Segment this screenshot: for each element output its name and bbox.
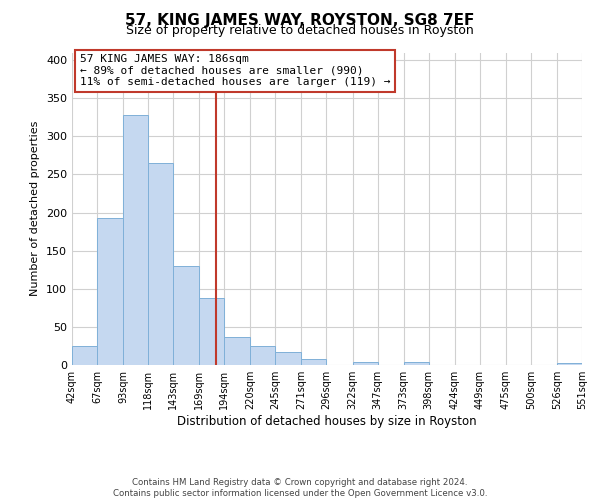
Bar	[250, 346, 275, 365]
Bar	[72, 346, 97, 365]
Text: 57, KING JAMES WAY, ROYSTON, SG8 7EF: 57, KING JAMES WAY, ROYSTON, SG8 7EF	[125, 12, 475, 28]
Bar	[123, 115, 148, 365]
Text: Contains HM Land Registry data © Crown copyright and database right 2024.
Contai: Contains HM Land Registry data © Crown c…	[113, 478, 487, 498]
Bar	[275, 352, 301, 365]
Text: 57 KING JAMES WAY: 186sqm
← 89% of detached houses are smaller (990)
11% of semi: 57 KING JAMES WAY: 186sqm ← 89% of detac…	[80, 54, 390, 88]
Bar	[224, 337, 250, 365]
Bar	[173, 266, 199, 365]
Y-axis label: Number of detached properties: Number of detached properties	[31, 121, 40, 296]
Bar	[353, 362, 377, 365]
Text: Size of property relative to detached houses in Royston: Size of property relative to detached ho…	[126, 24, 474, 37]
Bar	[404, 362, 428, 365]
Bar	[199, 298, 224, 365]
Bar	[301, 359, 326, 365]
Bar	[148, 163, 173, 365]
Bar	[557, 362, 582, 365]
Bar	[97, 218, 123, 365]
X-axis label: Distribution of detached houses by size in Royston: Distribution of detached houses by size …	[177, 415, 477, 428]
